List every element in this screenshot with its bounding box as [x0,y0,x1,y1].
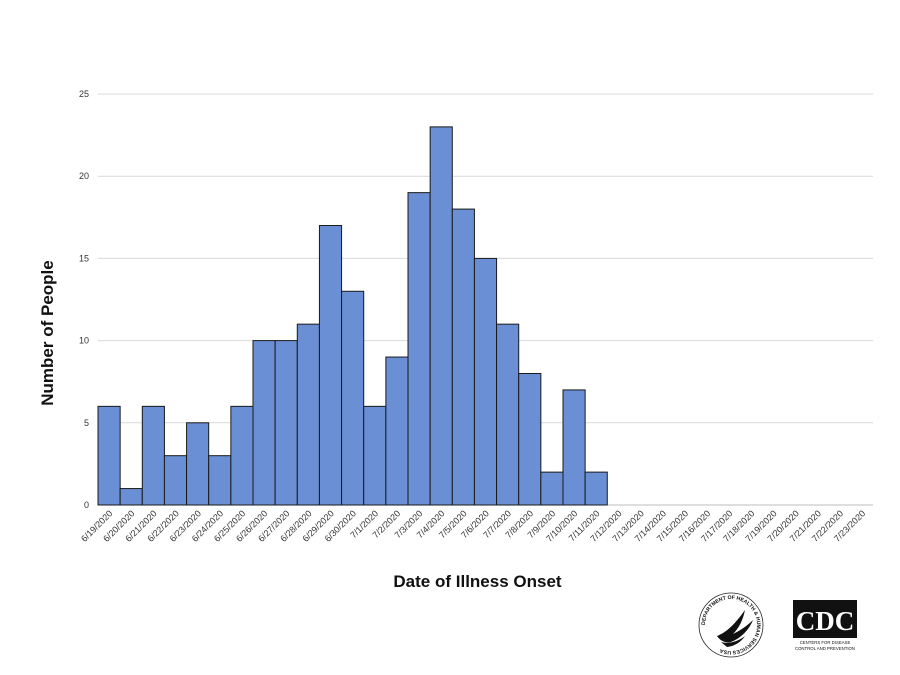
bar [429,126,453,506]
x-tick-labels: 6/19/20206/20/20206/21/20206/22/20206/23… [79,508,867,543]
bar [230,405,254,506]
bar [496,323,520,506]
bar [518,372,542,506]
bar [385,356,409,506]
bars [97,126,608,506]
y-axis-label: Number of People [38,260,57,406]
bar [141,405,165,506]
y-tick-labels: 0 5 10 15 20 25 [79,89,89,510]
y-tick-label: 25 [79,89,89,99]
bar [341,290,365,506]
bar [274,340,298,506]
cdc-logo: CDC CENTERS FOR DISEASE CONTROL AND PREV… [793,600,857,651]
x-axis-label: Date of Illness Onset [393,572,562,591]
bar [252,340,276,506]
y-tick-label: 15 [79,253,89,263]
bar [584,471,608,506]
bar [97,405,121,506]
bar [473,257,498,506]
bar [119,488,143,506]
bar [318,225,343,506]
bar [186,422,210,506]
logos: DEPARTMENT OF HEALTH & HUMAN SERVICES US… [693,590,863,660]
bar [363,405,387,506]
cdc-logo-text: CDC [796,606,855,636]
y-tick-label: 5 [84,418,89,428]
bar [208,455,232,506]
y-tick-label: 10 [79,336,89,346]
cdc-tagline-1: CENTERS FOR DISEASE [800,640,851,645]
y-tick-label: 20 [79,171,89,181]
bar [451,208,475,506]
y-tick-label: 0 [84,500,89,510]
cdc-tagline-2: CONTROL AND PREVENTION [795,646,855,651]
bar [163,455,188,506]
bar [407,192,431,506]
bar [296,323,320,506]
bar [562,389,586,506]
hhs-logo: DEPARTMENT OF HEALTH & HUMAN SERVICES US… [698,592,764,658]
bar [540,471,564,506]
